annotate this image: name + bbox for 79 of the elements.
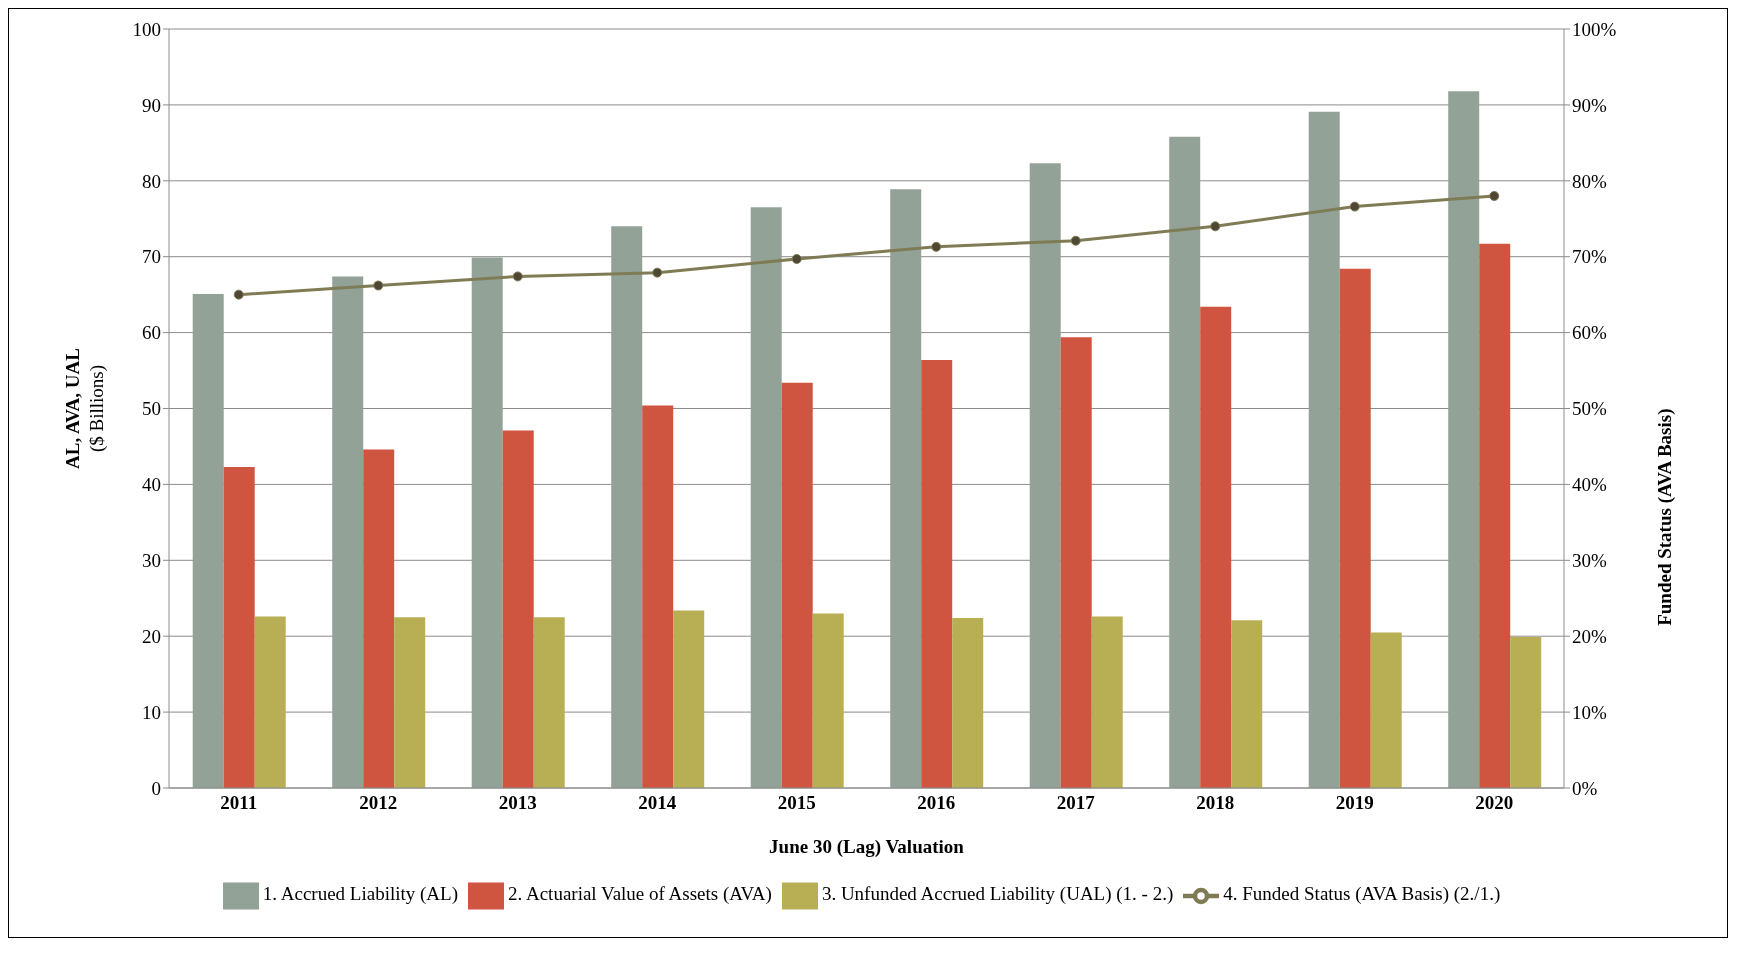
bar [1308,111,1340,788]
x-tick-label: 2019 [1335,792,1374,814]
y-tick-label: 0 [151,777,161,799]
y2-tick-label: 20% [1572,625,1607,647]
bar [1029,163,1061,788]
point [1349,201,1360,212]
y-tick-label: 60 [142,322,161,344]
point [1070,235,1081,246]
x-tick-label: 2015 [777,792,816,814]
y-tick-label: 50 [142,398,161,420]
x-tick-label: 2020 [1475,792,1514,814]
bar [471,257,503,788]
bar [223,466,255,788]
y2-tick-label: 90% [1572,94,1607,116]
y2-tick-label: 0% [1572,777,1598,799]
y2-tick-label: 80% [1572,170,1607,192]
x-tick-label: 2016 [917,792,956,814]
x-tick-label: 2017 [1056,792,1096,814]
y-tick-label: 20 [142,625,161,647]
y2-tick-label: 10% [1572,701,1607,723]
legend-label: 3. Unfunded Accrued Liability (UAL) (1. - 2.) [821,883,1174,905]
y-tick-label: 70 [142,246,161,268]
bar [1448,91,1480,788]
bar [611,226,643,788]
bar [394,617,426,788]
bar [781,382,813,788]
y-axis-title: AL, AVA, UAL ($ Billions) [62,348,108,469]
bar [921,359,953,788]
bar [812,613,844,788]
bar [254,616,286,788]
legend-label: 2. Actuarial Value of Assets (AVA) [508,883,772,905]
x-tick-label: 2012 [359,792,398,814]
y-tick-label: 90 [142,94,161,116]
point [512,271,523,282]
y-tick-label: 40 [142,474,161,496]
x-tick-label: 2013 [498,792,537,814]
y2-tick-label: 60% [1572,322,1607,344]
bar [1231,620,1263,788]
point [931,241,942,252]
y2-tick-label: 40% [1572,474,1607,496]
point [1210,221,1221,232]
bar [192,293,224,788]
bar [890,189,922,788]
x-tick-label: 2011 [220,792,258,814]
y-tick-label: 100 [132,18,161,40]
y2-tick-label: 50% [1572,398,1607,420]
bar [1169,136,1201,788]
bar [1060,337,1092,788]
y2-tick-label: 100% [1572,18,1617,40]
point [791,253,802,264]
bar [1091,616,1123,788]
point [1489,190,1500,201]
x-axis-title: June 30 (Lag) Valuation [769,836,965,858]
bar [1370,632,1402,788]
x-tick-label: 2018 [1196,792,1235,814]
y2-tick-label: 30% [1572,550,1607,572]
bar [1479,243,1511,788]
bar [1200,306,1232,788]
y-tick-label: 10 [142,701,161,723]
bar [502,430,534,788]
point [373,280,384,291]
point [652,267,663,278]
bar [533,617,565,788]
y2-axis-title: Funded Status (AVA Basis) [1653,408,1676,626]
x-tick-label: 2014 [638,792,677,814]
y2-tick-label: 70% [1572,246,1607,268]
y-tick-label: 30 [142,550,161,572]
legend-label: 1. Accrued Liability (AL) [262,883,458,905]
bar [642,405,674,788]
legend-label: 4. Funded Status (AVA Basis) (2./1.) [1223,883,1501,905]
bar [332,276,364,788]
bar [1339,268,1371,788]
bar [750,207,782,788]
point [233,289,244,300]
bar [363,449,395,788]
y-tick-label: 80 [142,170,161,192]
bar [673,610,705,788]
bar [1510,636,1542,788]
bar [952,617,984,788]
